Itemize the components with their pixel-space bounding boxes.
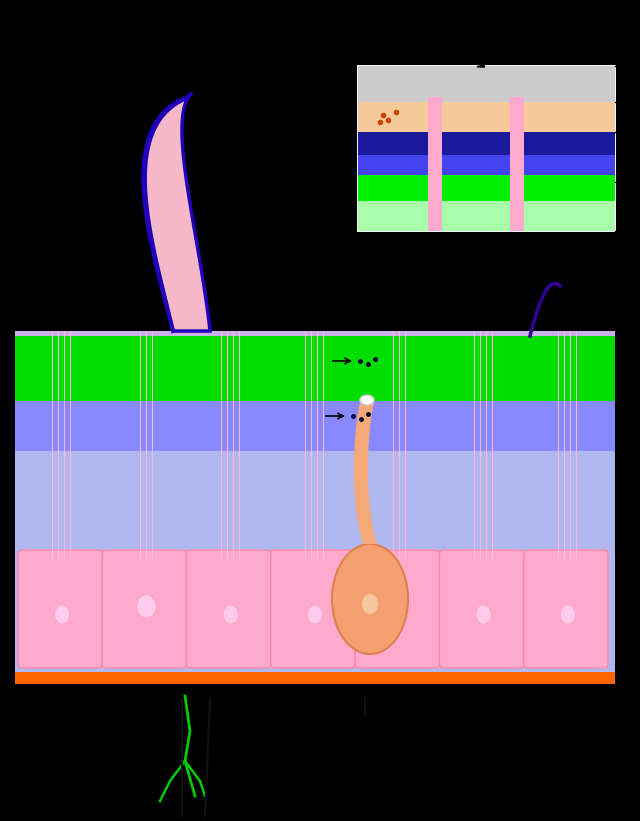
Polygon shape — [145, 93, 210, 331]
FancyBboxPatch shape — [187, 550, 271, 668]
Ellipse shape — [392, 606, 406, 623]
Ellipse shape — [308, 606, 322, 623]
Ellipse shape — [477, 606, 491, 623]
FancyBboxPatch shape — [355, 550, 440, 668]
Bar — [358, 66, 615, 103]
Bar — [15, 672, 615, 684]
Ellipse shape — [138, 595, 156, 617]
FancyBboxPatch shape — [102, 550, 187, 668]
FancyBboxPatch shape — [18, 550, 102, 668]
Ellipse shape — [561, 606, 575, 623]
Ellipse shape — [55, 606, 69, 623]
Bar — [510, 98, 524, 231]
Bar — [356, 64, 617, 233]
Bar — [428, 98, 442, 231]
Bar — [358, 103, 615, 132]
Bar — [15, 336, 615, 401]
FancyBboxPatch shape — [440, 550, 524, 668]
Bar — [358, 132, 615, 155]
Polygon shape — [354, 403, 377, 544]
Bar — [358, 201, 615, 231]
Ellipse shape — [224, 606, 237, 623]
FancyBboxPatch shape — [271, 550, 355, 668]
FancyBboxPatch shape — [524, 550, 608, 668]
Bar — [358, 175, 615, 201]
Bar — [15, 451, 615, 676]
Bar — [15, 401, 615, 451]
Bar — [15, 331, 615, 676]
Ellipse shape — [360, 395, 374, 405]
Bar — [358, 155, 615, 175]
Ellipse shape — [362, 594, 378, 614]
Ellipse shape — [332, 544, 408, 654]
